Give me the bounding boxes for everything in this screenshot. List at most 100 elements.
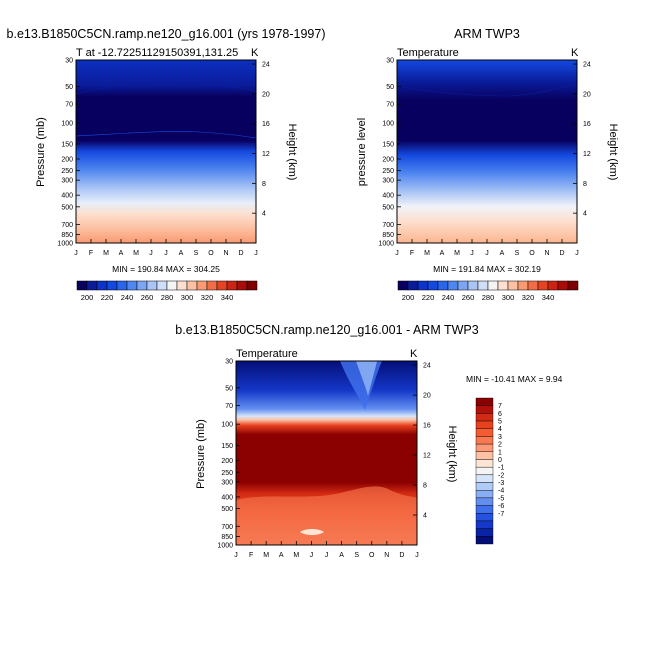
month-tick-label: A <box>179 250 184 257</box>
colorbar-box <box>417 280 429 291</box>
colorbar-label: 280 <box>482 293 495 302</box>
panel-model-contour-upper <box>75 82 257 95</box>
colorbar-box <box>507 280 519 291</box>
month-tick-label: M <box>263 552 269 559</box>
colorbar-label: 340 <box>542 293 555 302</box>
colorbar-box <box>166 280 178 291</box>
month-tick-label: A <box>339 552 344 559</box>
colorbar-box <box>226 280 238 291</box>
colorbar-label: 4 <box>498 426 502 433</box>
height-tick-label: 24 <box>423 363 431 370</box>
colorbar-label: 6 <box>498 411 502 418</box>
month-tick-label: J <box>395 250 399 257</box>
colorbar-label: 240 <box>121 293 134 302</box>
colorbar-box <box>527 280 539 291</box>
colorbar-label: -7 <box>498 511 504 518</box>
month-tick-label: J <box>254 250 258 257</box>
colorbar-label: 200 <box>402 293 415 302</box>
colorbar-label: 280 <box>161 293 174 302</box>
colorbar-box <box>475 513 494 522</box>
colorbar-box <box>457 280 469 291</box>
colorbar-box <box>475 474 494 483</box>
month-tick-label: F <box>89 250 93 257</box>
pressure-tick-label: 70 <box>386 102 394 109</box>
panel-model-title: b.e13.B1850C5CN.ramp.ne120_g16.001 (yrs … <box>7 27 326 41</box>
colorbar-box <box>567 280 579 291</box>
month-tick-label: J <box>149 250 153 257</box>
colorbar-box <box>475 528 494 537</box>
colorbar-box <box>477 280 489 291</box>
month-tick-label: J <box>470 250 474 257</box>
month-tick-label: S <box>354 552 359 559</box>
pressure-tick-label: 300 <box>61 178 73 185</box>
colorbar-box <box>146 280 158 291</box>
pressure-tick-label: 850 <box>61 232 73 239</box>
pressure-tick-label: 850 <box>382 232 394 239</box>
panel-diff-plume-core <box>356 361 377 396</box>
pressure-tick-label: 700 <box>382 222 394 229</box>
colorbar-label: 220 <box>101 293 114 302</box>
month-tick-label: J <box>325 552 329 559</box>
colorbar-box <box>236 280 248 291</box>
pressure-tick-label: 400 <box>221 494 233 501</box>
pressure-tick-label: 400 <box>382 193 394 200</box>
height-tick-label: 20 <box>583 91 591 98</box>
month-tick-label: M <box>454 250 460 257</box>
colorbar-label: 260 <box>141 293 154 302</box>
pressure-tick-label: 70 <box>65 102 73 109</box>
pressure-tick-label: 500 <box>61 204 73 211</box>
height-tick-label: 16 <box>423 423 431 430</box>
colorbar-box <box>547 280 559 291</box>
month-tick-label: D <box>238 250 243 257</box>
height-tick-label: 4 <box>423 513 427 520</box>
month-tick-label: N <box>223 250 228 257</box>
colorbar-box <box>186 280 198 291</box>
colorbar-label: 1 <box>498 449 502 456</box>
colorbar-label: 260 <box>462 293 475 302</box>
month-tick-label: A <box>440 250 445 257</box>
colorbar-box <box>475 413 494 422</box>
colorbar-box <box>475 536 494 545</box>
panel-obs-units: K <box>571 47 579 59</box>
colorbar-label: -1 <box>498 465 504 472</box>
pressure-tick-label: 250 <box>221 470 233 477</box>
height-tick-label: 20 <box>262 91 270 98</box>
pressure-tick-label: 1000 <box>217 543 233 550</box>
colorbar-box <box>246 280 258 291</box>
colorbar-box <box>475 497 494 506</box>
colorbar-box <box>487 280 499 291</box>
colorbar-model: 200 220 240 260 280 300 320 340 <box>76 280 258 302</box>
pressure-tick-label: 200 <box>382 157 394 164</box>
colorbar-box <box>96 280 108 291</box>
colorbar-box <box>475 436 494 445</box>
colorbar-label: 200 <box>81 293 94 302</box>
month-tick-label: A <box>279 552 284 559</box>
pressure-tick-label: 1000 <box>57 241 73 248</box>
pressure-tick-label: 250 <box>382 168 394 175</box>
pressure-tick-label: 300 <box>382 178 394 185</box>
month-tick-label: J <box>485 250 489 257</box>
pressure-tick-label: 200 <box>61 157 73 164</box>
panel-obs-ylabel-right: Height (km) <box>607 124 619 181</box>
panel-model-ylabel-right: Height (km) <box>286 124 298 181</box>
panel-diff-stats: MIN = -10.41 MAX = 9.94 <box>466 374 563 384</box>
month-tick-label: F <box>249 552 253 559</box>
colorbar-box <box>216 280 228 291</box>
colorbar-label: -3 <box>498 480 504 487</box>
colorbar-box <box>475 451 494 460</box>
month-tick-label: S <box>515 250 520 257</box>
colorbar-box <box>206 280 218 291</box>
pressure-tick-label: 300 <box>221 479 233 486</box>
panel-obs-stats: MIN = 191.84 MAX = 302.19 <box>433 264 541 274</box>
pressure-tick-label: 100 <box>221 422 233 429</box>
pressure-tick-label: 150 <box>221 443 233 450</box>
colorbar-label: -6 <box>498 503 504 510</box>
colorbar-label: 320 <box>522 293 535 302</box>
colorbar-label: 0 <box>498 457 502 464</box>
colorbar-box <box>397 280 409 291</box>
colorbar-label: -4 <box>498 488 504 495</box>
height-tick-label: 24 <box>262 62 270 69</box>
colorbar-label: -5 <box>498 495 504 502</box>
pressure-tick-label: 70 <box>225 403 233 410</box>
